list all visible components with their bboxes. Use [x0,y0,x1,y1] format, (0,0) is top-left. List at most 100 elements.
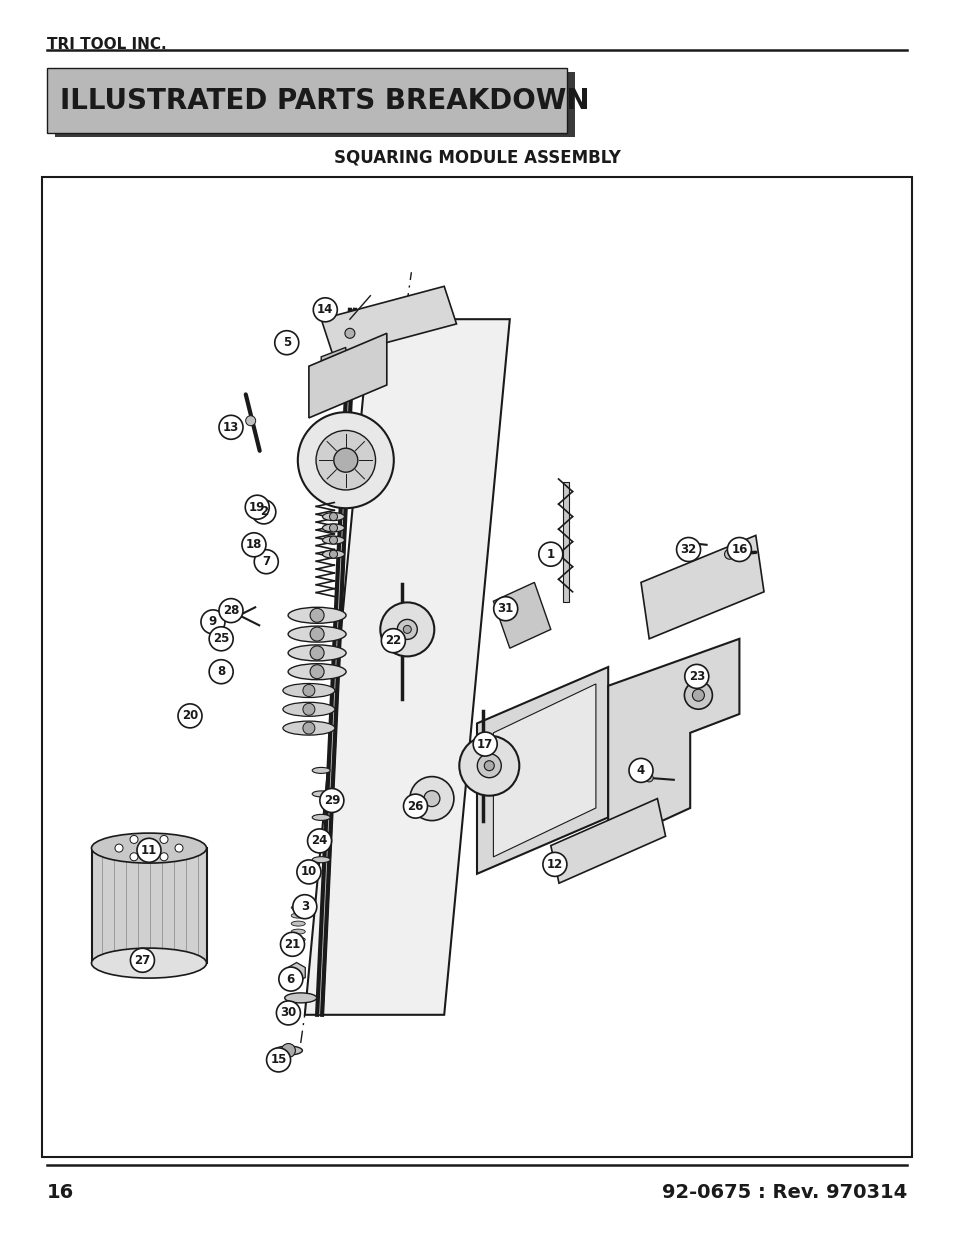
Circle shape [219,415,243,440]
Text: 32: 32 [679,543,696,556]
Circle shape [329,536,337,545]
Ellipse shape [91,834,206,863]
Text: 8: 8 [216,666,225,678]
Ellipse shape [291,929,305,934]
Bar [42,177,911,1157]
Circle shape [281,1044,295,1057]
Polygon shape [476,667,608,874]
Circle shape [274,331,298,354]
FancyBboxPatch shape [47,68,566,133]
Ellipse shape [91,948,206,978]
Circle shape [254,550,278,574]
Circle shape [296,860,320,884]
Circle shape [209,659,233,684]
Polygon shape [321,347,345,404]
Ellipse shape [312,857,330,863]
Circle shape [278,967,302,990]
Circle shape [115,844,123,852]
Ellipse shape [283,721,335,735]
Ellipse shape [322,524,344,532]
Text: 4: 4 [637,764,644,777]
Ellipse shape [312,790,330,797]
Circle shape [310,627,324,641]
Polygon shape [304,319,509,1015]
Bar [562,482,568,601]
Circle shape [329,524,337,532]
Text: 22: 22 [385,635,401,647]
Circle shape [329,513,337,521]
Circle shape [494,597,517,621]
Circle shape [410,777,454,820]
FancyBboxPatch shape [55,72,575,137]
Ellipse shape [288,645,346,661]
Ellipse shape [312,814,330,820]
Text: 5: 5 [282,336,291,350]
Text: 11: 11 [141,844,157,857]
Polygon shape [321,287,456,357]
Text: 9: 9 [209,615,217,629]
Circle shape [280,932,304,956]
Ellipse shape [283,703,335,716]
Text: 17: 17 [476,737,493,751]
Circle shape [130,835,138,844]
Circle shape [458,736,518,795]
Circle shape [403,794,427,818]
Circle shape [266,1049,291,1072]
Text: 31: 31 [497,603,514,615]
Circle shape [242,532,266,557]
Circle shape [303,703,314,715]
Circle shape [542,852,566,877]
Circle shape [345,329,355,338]
Polygon shape [608,638,739,846]
Text: TRI TOOL INC.: TRI TOOL INC. [47,37,167,52]
Circle shape [245,495,269,519]
Circle shape [130,852,138,861]
Circle shape [473,732,497,756]
Text: 14: 14 [316,304,334,316]
Polygon shape [288,962,305,983]
Circle shape [423,790,439,806]
Text: SQUARING MODULE ASSEMBLY: SQUARING MODULE ASSEMBLY [334,148,619,165]
Text: 13: 13 [223,421,239,433]
Circle shape [329,551,337,558]
Text: 3: 3 [300,900,309,913]
Text: 7: 7 [262,556,270,568]
Ellipse shape [284,993,316,1003]
Text: 16: 16 [730,543,747,556]
Text: 23: 23 [688,669,704,683]
Text: 18: 18 [246,538,262,551]
Circle shape [246,416,255,426]
Text: 20: 20 [182,709,198,722]
Ellipse shape [291,913,305,918]
Circle shape [310,609,324,622]
Circle shape [334,448,357,472]
Circle shape [380,603,434,656]
Text: 26: 26 [407,799,423,813]
Polygon shape [640,536,763,638]
Circle shape [396,620,416,640]
Polygon shape [493,684,596,857]
Ellipse shape [291,905,305,910]
Circle shape [683,682,712,709]
Ellipse shape [291,937,305,942]
Circle shape [178,704,202,727]
Circle shape [209,627,233,651]
Polygon shape [309,333,386,417]
Circle shape [310,646,324,659]
Polygon shape [550,799,665,883]
Ellipse shape [283,683,335,698]
Circle shape [313,298,337,322]
Circle shape [403,625,411,634]
Polygon shape [493,583,550,648]
Ellipse shape [322,513,344,521]
Text: ILLUSTRATED PARTS BREAKDOWN: ILLUSTRATED PARTS BREAKDOWN [60,86,589,115]
Text: 16: 16 [47,1183,74,1203]
Ellipse shape [288,663,346,679]
Ellipse shape [312,837,330,844]
Text: 19: 19 [249,500,265,514]
Circle shape [293,894,316,919]
Text: 27: 27 [134,953,151,967]
Text: 10: 10 [300,866,316,878]
Circle shape [303,722,314,734]
Text: 28: 28 [223,604,239,618]
